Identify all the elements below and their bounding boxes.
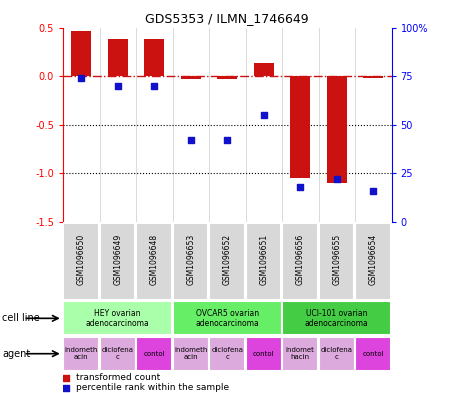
- Point: [63, 385, 70, 391]
- Text: UCI-101 ovarian
adenocarcinoma: UCI-101 ovarian adenocarcinoma: [305, 309, 369, 328]
- Bar: [108, 39, 128, 76]
- Bar: [173, 337, 209, 371]
- Bar: [319, 337, 355, 371]
- Bar: [246, 337, 282, 371]
- Text: GSM1096650: GSM1096650: [77, 234, 86, 285]
- Point: [369, 188, 377, 194]
- Bar: [100, 223, 135, 300]
- Point: [114, 83, 122, 89]
- Bar: [173, 301, 282, 335]
- Bar: [209, 337, 245, 371]
- Bar: [63, 301, 172, 335]
- Text: contol: contol: [253, 351, 274, 357]
- Bar: [282, 337, 318, 371]
- Point: [224, 137, 231, 143]
- Bar: [63, 223, 99, 300]
- Text: contol: contol: [362, 351, 384, 357]
- Bar: [63, 337, 99, 371]
- Text: diclofena
c: diclofena c: [211, 347, 243, 360]
- Text: indometh
acin: indometh acin: [64, 347, 98, 360]
- Text: percentile rank within the sample: percentile rank within the sample: [76, 384, 229, 392]
- Text: agent: agent: [2, 349, 31, 359]
- Text: OVCAR5 ovarian
adenocarcinoma: OVCAR5 ovarian adenocarcinoma: [195, 309, 259, 328]
- Text: GSM1096648: GSM1096648: [150, 234, 159, 285]
- Bar: [246, 223, 281, 300]
- Bar: [144, 39, 164, 76]
- Text: GSM1096654: GSM1096654: [369, 234, 378, 285]
- Text: GSM1096652: GSM1096652: [223, 234, 232, 285]
- Text: diclofena
c: diclofena c: [321, 347, 353, 360]
- Point: [63, 375, 70, 381]
- Bar: [136, 337, 172, 371]
- Bar: [282, 223, 318, 300]
- Bar: [355, 223, 391, 300]
- Bar: [217, 76, 237, 79]
- Text: GSM1096655: GSM1096655: [332, 234, 341, 285]
- Text: cell line: cell line: [2, 313, 40, 323]
- Text: transformed count: transformed count: [76, 373, 160, 382]
- Point: [187, 137, 194, 143]
- Bar: [136, 223, 172, 300]
- Point: [260, 112, 267, 118]
- Bar: [181, 76, 201, 79]
- Bar: [282, 301, 392, 335]
- Point: [297, 184, 304, 190]
- Bar: [355, 337, 392, 371]
- Point: [333, 176, 340, 182]
- Text: GSM1096656: GSM1096656: [296, 234, 305, 285]
- Bar: [100, 337, 136, 371]
- Point: [78, 75, 85, 81]
- Text: GSM1096651: GSM1096651: [259, 234, 268, 285]
- Bar: [319, 223, 355, 300]
- Text: GSM1096649: GSM1096649: [113, 234, 122, 285]
- Text: HEY ovarian
adenocarcinoma: HEY ovarian adenocarcinoma: [86, 309, 149, 328]
- Bar: [327, 76, 347, 183]
- Text: indomet
hacin: indomet hacin: [286, 347, 315, 360]
- Text: indometh
acin: indometh acin: [174, 347, 207, 360]
- Bar: [71, 31, 91, 76]
- Bar: [173, 223, 208, 300]
- Bar: [209, 223, 245, 300]
- Bar: [254, 64, 274, 76]
- Text: GSM1096653: GSM1096653: [186, 234, 195, 285]
- Bar: [290, 76, 310, 178]
- Bar: [363, 76, 383, 78]
- Text: contol: contol: [144, 351, 165, 357]
- Point: [151, 83, 158, 89]
- Title: GDS5353 / ILMN_1746649: GDS5353 / ILMN_1746649: [145, 12, 309, 25]
- Text: diclofena
c: diclofena c: [102, 347, 134, 360]
